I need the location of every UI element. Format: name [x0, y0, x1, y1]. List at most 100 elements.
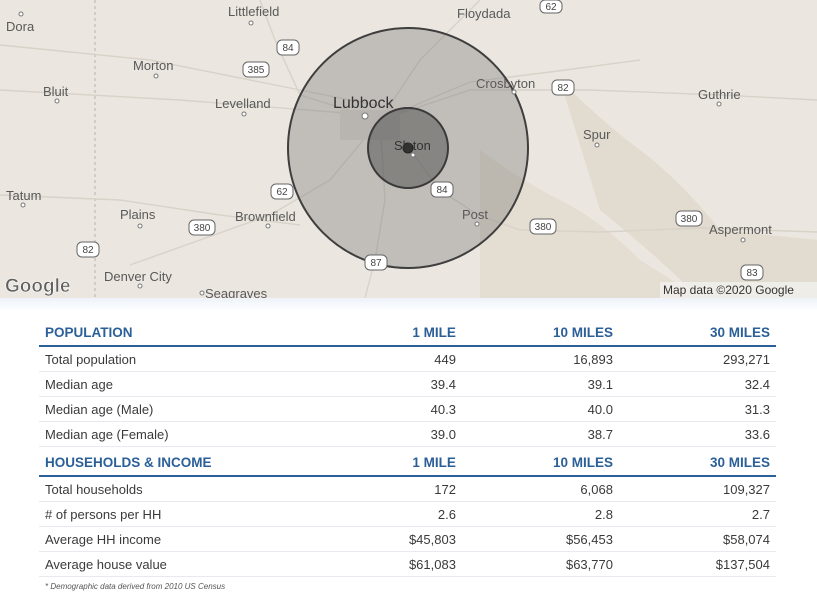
- route-shield: 84: [430, 181, 454, 198]
- place-label: Spur: [583, 127, 611, 142]
- cell-value: 40.0: [461, 396, 619, 422]
- svg-text:62: 62: [276, 187, 288, 198]
- cell-value: 38.7: [461, 421, 619, 447]
- table-row: Average HH income $45,803 $56,453 $58,07…: [39, 526, 776, 552]
- route-shield: 82: [76, 241, 100, 258]
- column-header: 10 MILES: [461, 449, 619, 477]
- svg-text:83: 83: [746, 268, 758, 279]
- table-row: Median age (Male) 40.3 40.0 31.3: [39, 396, 776, 422]
- row-label: Total households: [39, 476, 293, 502]
- cell-value: 32.4: [618, 371, 776, 397]
- cell-value: 449: [292, 346, 462, 372]
- place-label: Seagraves: [205, 286, 268, 298]
- population-table: POPULATION 1 MILE 10 MILES 30 MILES Tota…: [39, 319, 776, 447]
- cell-value: 2.6: [292, 501, 462, 527]
- row-label: Median age (Female): [39, 421, 293, 447]
- svg-text:380: 380: [681, 214, 698, 225]
- place-label: Guthrie: [698, 87, 741, 102]
- place-label: Post: [462, 207, 488, 222]
- place-label: Littlefield: [228, 4, 279, 19]
- svg-text:82: 82: [557, 83, 569, 94]
- place-label: Lubbock: [333, 95, 394, 112]
- cell-value: 39.4: [292, 371, 462, 397]
- cell-value: 109,327: [618, 476, 776, 502]
- section-title: HOUSEHOLDS & INCOME: [39, 449, 293, 477]
- cell-value: $137,504: [618, 551, 776, 577]
- radius-1-mile[interactable]: [402, 142, 414, 154]
- place-label: Slaton: [394, 138, 431, 153]
- row-label: Median age: [39, 371, 293, 397]
- cell-value: $63,770: [461, 551, 619, 577]
- cell-value: 16,893: [461, 346, 619, 372]
- cell-value: $58,074: [618, 526, 776, 552]
- place-label: Floydada: [457, 6, 511, 21]
- place-label: Brownfield: [235, 209, 296, 224]
- map-attribution[interactable]: Map data ©2020 Google: [663, 283, 794, 297]
- place-label: Tatum: [6, 188, 41, 203]
- households-table: HOUSEHOLDS & INCOME 1 MILE 10 MILES 30 M…: [39, 449, 776, 577]
- table-row: # of persons per HH 2.6 2.8 2.7: [39, 501, 776, 527]
- row-label: Total population: [39, 346, 293, 372]
- cell-value: 31.3: [618, 396, 776, 422]
- cell-value: 39.1: [461, 371, 619, 397]
- terrain-shading: [480, 150, 700, 298]
- column-header: 1 MILE: [292, 449, 462, 477]
- route-shield: 380: [188, 219, 216, 236]
- map-view[interactable]: Dora Littlefield Floydada Morton Bluit L…: [0, 0, 817, 298]
- cell-value: 6,068: [461, 476, 619, 502]
- row-label: Median age (Male): [39, 396, 293, 422]
- cell-value: 2.8: [461, 501, 619, 527]
- table-header: HOUSEHOLDS & INCOME 1 MILE 10 MILES 30 M…: [39, 449, 776, 477]
- row-label: # of persons per HH: [39, 501, 293, 527]
- column-header: 1 MILE: [292, 319, 462, 347]
- column-header: 30 MILES: [618, 319, 776, 347]
- table-row: Median age (Female) 39.0 38.7 33.6: [39, 421, 776, 447]
- attribution-backdrop: [660, 282, 817, 298]
- route-shield: 380: [675, 210, 703, 227]
- place-label: Aspermont: [709, 222, 772, 237]
- svg-text:82: 82: [82, 245, 94, 256]
- svg-text:380: 380: [535, 222, 552, 233]
- table-row: Average house value $61,083 $63,770 $137…: [39, 551, 776, 577]
- place-label: Dora: [6, 19, 35, 34]
- footnote: * Demographic data derived from 2010 US …: [45, 582, 226, 591]
- svg-text:385: 385: [248, 65, 265, 76]
- town-dots: [18, 11, 746, 296]
- place-label: Denver City: [104, 269, 172, 284]
- table-row: Median age 39.4 39.1 32.4: [39, 371, 776, 397]
- route-shield: 380: [529, 218, 557, 235]
- table-row: Total households 172 6,068 109,327: [39, 476, 776, 502]
- cell-value: 172: [292, 476, 462, 502]
- place-label: Bluit: [43, 84, 69, 99]
- place-label: Levelland: [215, 96, 271, 111]
- cell-value: 2.7: [618, 501, 776, 527]
- cell-value: $56,453: [461, 526, 619, 552]
- place-label: Crosbyton: [476, 76, 535, 91]
- table-row: Total population 449 16,893 293,271: [39, 346, 776, 372]
- svg-text:87: 87: [370, 258, 382, 269]
- row-label: Average HH income: [39, 526, 293, 552]
- cell-value: $61,083: [292, 551, 462, 577]
- section-title: POPULATION: [39, 319, 293, 347]
- svg-text:84: 84: [282, 43, 294, 54]
- route-shield: 385: [242, 61, 270, 78]
- row-label: Average house value: [39, 551, 293, 577]
- google-logo[interactable]: Google: [5, 276, 71, 298]
- route-shield: 83: [740, 264, 764, 281]
- terrain-shading: [560, 80, 817, 298]
- route-shield: 84: [276, 39, 300, 56]
- svg-text:62: 62: [545, 2, 557, 13]
- cell-value: $45,803: [292, 526, 462, 552]
- cell-value: 39.0: [292, 421, 462, 447]
- table-header: POPULATION 1 MILE 10 MILES 30 MILES: [39, 319, 776, 347]
- cell-value: 293,271: [618, 346, 776, 372]
- place-label: Plains: [120, 207, 156, 222]
- cell-value: 40.3: [292, 396, 462, 422]
- svg-text:380: 380: [194, 223, 211, 234]
- svg-text:84: 84: [436, 185, 448, 196]
- column-header: 10 MILES: [461, 319, 619, 347]
- route-shield: 87: [364, 254, 388, 271]
- route-shield: 82: [551, 79, 575, 96]
- place-label: Morton: [133, 58, 173, 73]
- cell-value: 33.6: [618, 421, 776, 447]
